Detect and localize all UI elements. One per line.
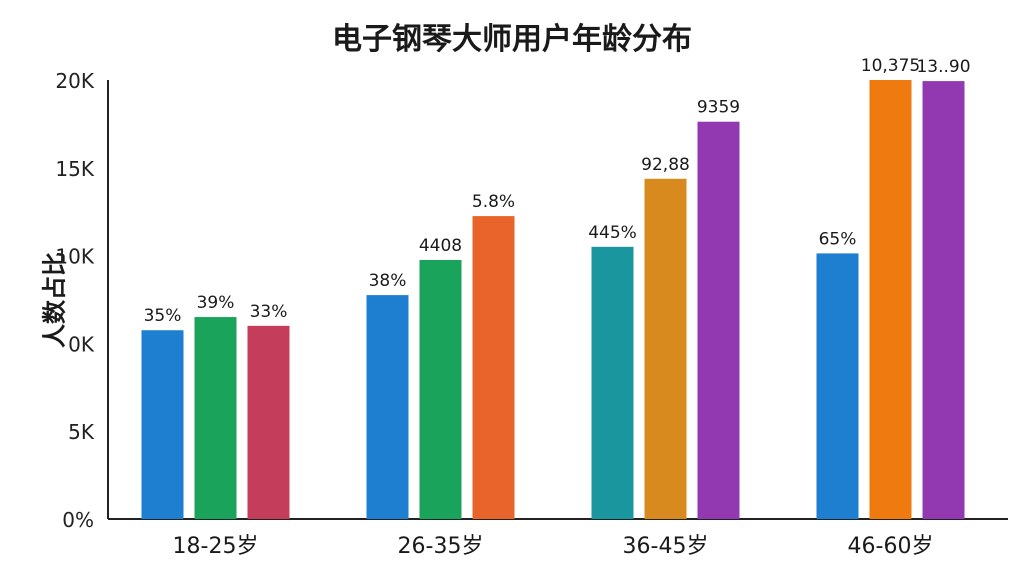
y-tick-label: 20K xyxy=(55,69,94,93)
y-tick-label: 0K xyxy=(68,332,95,356)
bar xyxy=(419,259,462,519)
bar xyxy=(247,325,290,519)
bar xyxy=(141,330,184,519)
x-tick-label: 18-25岁 xyxy=(173,534,259,559)
bar xyxy=(194,317,237,519)
bar-value-label: 4408 xyxy=(419,236,462,256)
x-tick-label: 46-60岁 xyxy=(848,534,934,559)
chart-title: 电子钢琴大师用户年龄分布 xyxy=(332,22,692,57)
x-tick-label: 26-35岁 xyxy=(398,534,484,559)
bar-value-label: 5.8% xyxy=(472,192,515,212)
bar xyxy=(644,178,687,519)
bar xyxy=(697,121,740,519)
bar-value-label: 35% xyxy=(144,306,182,326)
bar-value-label: 33% xyxy=(250,302,288,322)
bar-value-label: 65% xyxy=(819,229,857,249)
bar-value-label: 13..90 xyxy=(916,57,970,77)
x-tick-label: 36-45岁 xyxy=(623,534,709,559)
bar-value-label: 92,88 xyxy=(641,155,690,175)
y-tick-label: 10K xyxy=(55,245,94,269)
bar-value-label: 39% xyxy=(197,293,235,313)
bar xyxy=(869,80,912,519)
bar xyxy=(366,295,409,519)
y-tick-label: 0% xyxy=(62,508,94,532)
bar xyxy=(816,253,859,519)
bar-value-label: 445% xyxy=(588,223,637,243)
y-tick-label: 15K xyxy=(55,157,94,181)
bar xyxy=(591,246,634,519)
y-tick-label: 5K xyxy=(68,420,95,444)
bar-value-label: 38% xyxy=(369,271,407,291)
bar-value-label: 10,375 xyxy=(861,56,920,76)
bar-value-label: 9359 xyxy=(697,98,740,118)
bar xyxy=(472,216,515,519)
bar xyxy=(922,81,965,519)
